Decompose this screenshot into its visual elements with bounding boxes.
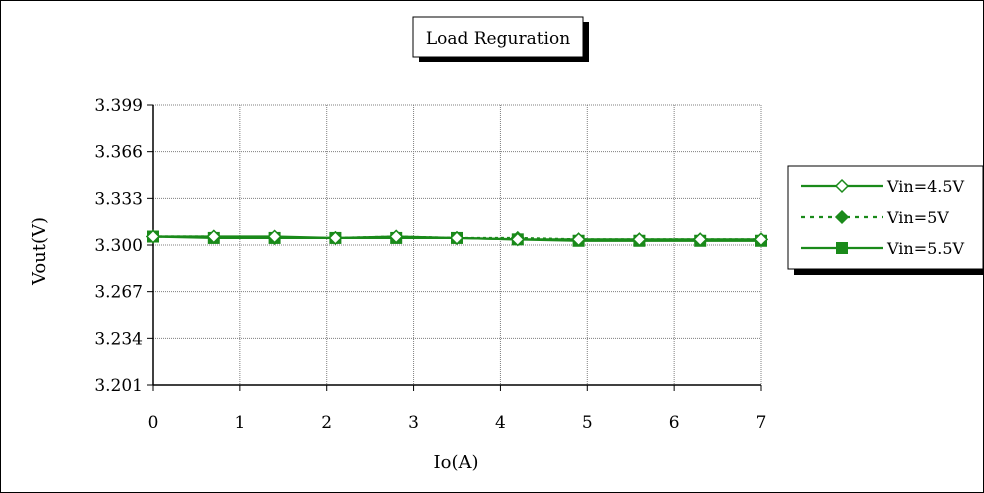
x-tick-label: 3 bbox=[408, 413, 419, 433]
y-tick-label: 3.201 bbox=[94, 376, 143, 396]
legend-marker bbox=[834, 209, 850, 225]
y-tick-label: 3.267 bbox=[94, 283, 143, 303]
x-axis-label: Io(A) bbox=[434, 452, 479, 473]
x-tick-label: 1 bbox=[234, 413, 245, 433]
legend-marker bbox=[834, 178, 850, 194]
x-tick-label: 7 bbox=[756, 413, 767, 433]
data-point bbox=[753, 232, 769, 247]
data-point bbox=[693, 232, 708, 247]
legend-label: Vin=4.5V bbox=[886, 177, 965, 196]
x-tick-label: 0 bbox=[148, 413, 159, 433]
legend-label: Vin=5V bbox=[886, 208, 949, 227]
y-tick-label: 3.234 bbox=[94, 329, 143, 349]
data-point bbox=[571, 232, 586, 247]
data-point bbox=[267, 229, 282, 244]
data-point bbox=[206, 229, 221, 244]
y-axis-label: Vout(V) bbox=[29, 217, 50, 286]
legend: Vin=4.5V Vin=5V Vin=5.5V bbox=[801, 177, 965, 258]
y-tick-label: 3.399 bbox=[94, 96, 143, 116]
x-tick-label: 4 bbox=[495, 413, 506, 433]
series-layer bbox=[145, 229, 769, 247]
data-point bbox=[510, 232, 525, 247]
chart-title: Load Reguration bbox=[426, 29, 570, 49]
x-tick-label: 5 bbox=[582, 413, 593, 433]
y-tick-label: 3.366 bbox=[94, 143, 143, 163]
series-group bbox=[145, 229, 769, 247]
data-point bbox=[328, 230, 343, 245]
legend-label: Vin=5.5V bbox=[886, 239, 965, 258]
data-point bbox=[632, 232, 647, 247]
axis-layer bbox=[147, 104, 762, 391]
data-point bbox=[389, 229, 404, 244]
data-point bbox=[145, 229, 161, 244]
title-box bbox=[412, 16, 584, 58]
x-tick-label: 6 bbox=[669, 413, 680, 433]
data-point bbox=[449, 230, 465, 245]
grid-layer bbox=[153, 104, 762, 386]
x-tick-label: 2 bbox=[321, 413, 332, 433]
y-tick-label: 3.300 bbox=[94, 236, 143, 256]
legend-marker bbox=[836, 242, 848, 254]
y-tick-label: 3.333 bbox=[94, 189, 143, 209]
